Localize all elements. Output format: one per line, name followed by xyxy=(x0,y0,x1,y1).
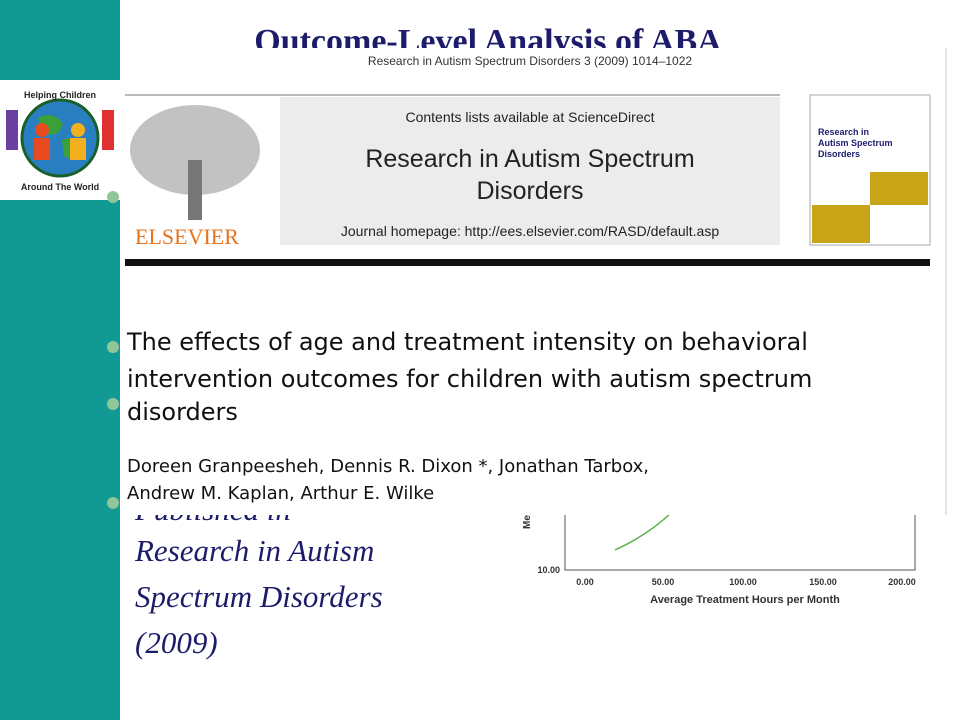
cover-text: Autism Spectrum xyxy=(818,138,893,148)
thick-rule xyxy=(125,259,930,266)
bullet xyxy=(107,398,119,410)
article-title: The effects of age and treatment intensi… xyxy=(126,328,808,356)
graph: 10.00 Me 0.00 50.00 100.00 150.00 200.00… xyxy=(522,504,916,606)
journal-name: Research in Autism Spectrum xyxy=(365,145,694,173)
body-text: Research in Autism xyxy=(134,533,374,568)
plot-box xyxy=(564,504,916,571)
logo-figure xyxy=(102,110,114,150)
x-tick-label: 100.00 xyxy=(729,577,757,587)
logo-figure xyxy=(34,138,50,160)
article-title: intervention outcomes for children with … xyxy=(127,365,812,393)
article-title: disorders xyxy=(127,398,238,426)
body-text: Spectrum Disorders xyxy=(135,579,383,614)
authors: Doreen Granpeesheh, Dennis R. Dixon *, J… xyxy=(127,456,649,477)
x-tick-label: 0.00 xyxy=(576,577,594,587)
authors: Andrew M. Kaplan, Arthur E. Wilke xyxy=(127,483,434,504)
bullet xyxy=(107,341,119,353)
cover-block xyxy=(870,172,928,205)
article-image: Research in Autism Spectrum Disorders 3 … xyxy=(122,48,948,515)
logo-text: Around The World xyxy=(21,182,99,192)
x-axis-label: Average Treatment Hours per Month xyxy=(650,594,840,606)
logo-figure xyxy=(35,123,49,137)
logo-figure xyxy=(71,123,85,137)
x-tick-label: 150.00 xyxy=(809,577,837,587)
cover-text: Disorders xyxy=(818,149,860,159)
journal-name: Disorders xyxy=(477,177,584,205)
journal-box xyxy=(280,97,780,245)
y-axis-label: Me xyxy=(522,515,533,529)
cover-text: Research in xyxy=(818,127,869,137)
logo-figure xyxy=(6,110,18,150)
contents: Contents lists available at ScienceDirec… xyxy=(405,109,654,125)
bullet xyxy=(107,497,119,509)
curve xyxy=(614,511,673,551)
bullet xyxy=(107,191,119,203)
citation: Research in Autism Spectrum Disorders 3 … xyxy=(368,54,692,68)
body-text: (2009) xyxy=(135,625,218,660)
logo-text: Helping Children xyxy=(24,90,96,100)
x-tick-label: 50.00 xyxy=(652,577,675,587)
x-tick-label: 200.00 xyxy=(888,577,916,587)
logo-figure xyxy=(70,138,86,160)
publisher: ELSEVIER xyxy=(135,224,239,249)
y-tick-label: 10.00 xyxy=(537,565,560,575)
tree-logo xyxy=(130,105,260,220)
homepage: Journal homepage: http://ees.elsevier.co… xyxy=(341,223,719,239)
logo-globe xyxy=(20,98,100,178)
cover-block xyxy=(812,205,870,243)
